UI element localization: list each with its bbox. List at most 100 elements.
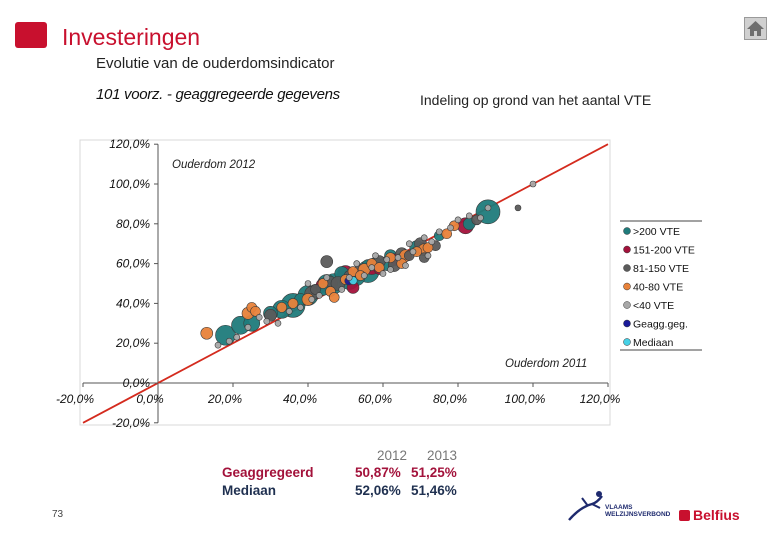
point-40-80-vte <box>276 302 288 313</box>
y-tick-label: 80,0% <box>116 217 150 231</box>
page-number: 73 <box>52 509 64 520</box>
point-40-80-vte <box>250 306 261 317</box>
point-40-80-vte <box>317 278 329 289</box>
point-40-vte <box>360 272 368 279</box>
point-40-vte <box>315 292 323 299</box>
point-40-vte <box>274 319 282 327</box>
x-tick-label: 120,0% <box>580 392 621 406</box>
x-tick-label: 100,0% <box>505 392 546 406</box>
chart-heading: 101 voorz. - geaggregeerde gegevens <box>96 86 340 103</box>
stats-year-1: 2012 <box>377 448 408 463</box>
point-40-vte <box>338 286 346 293</box>
point-40-vte <box>345 274 353 281</box>
legend-label: >200 VTE <box>633 226 680 238</box>
point-40-vte <box>353 260 361 267</box>
point-40-vte <box>244 323 252 331</box>
grouping-note: Indeling op grond van het aantal VTE <box>420 92 652 108</box>
legend-label: 81-150 VTE <box>633 263 689 275</box>
vvsg-line-1: VLAAMS <box>605 504 633 511</box>
point-40-vte <box>379 270 387 277</box>
legend-swatch <box>623 227 631 235</box>
legend-label: 40-80 VTE <box>633 282 683 294</box>
vvsg-wordmark: VLAAMS WELZIJNSVERBOND <box>605 504 670 518</box>
point-40-vte <box>308 296 316 303</box>
legend-swatch <box>623 338 631 346</box>
stats-row-label: Geaggregeerd <box>222 465 314 480</box>
title-accent-block <box>15 22 47 48</box>
point-40-vte <box>255 314 263 321</box>
point-40-vte <box>297 304 304 311</box>
point-40-vte <box>424 252 432 259</box>
point-40-vte <box>285 308 293 315</box>
point-40-vte <box>477 214 484 222</box>
point-40-vte <box>372 252 379 259</box>
x-tick-label: 0,0% <box>136 392 164 406</box>
point-40-vte <box>484 204 492 212</box>
point-40-vte <box>454 216 462 224</box>
y-tick-label: 20,0% <box>115 336 150 350</box>
point-40-vte <box>323 274 331 281</box>
home-icon[interactable] <box>744 17 767 40</box>
y-tick-label: 120,0% <box>109 137 150 151</box>
y-axis-label: Ouderdom 2012 <box>172 159 256 171</box>
y-tick-label: 0,0% <box>123 376 151 390</box>
point-40-80-vte <box>328 292 340 303</box>
point-40-vte <box>387 266 394 273</box>
stats-value-2012: 50,87% <box>355 465 401 480</box>
legend-swatch <box>623 245 631 254</box>
point-40-vte <box>435 228 443 236</box>
legend-label: Geagg.geg. <box>633 319 688 331</box>
legend: >200 VTE 151-200 VTE 81-150 VTE 40-80 VTE <4… <box>620 220 702 351</box>
point-40-vte <box>233 333 241 341</box>
y-tick-label: 40,0% <box>116 296 150 310</box>
y-tick-label: 100,0% <box>109 177 150 191</box>
point-40-vte <box>394 254 402 261</box>
legend-label: <40 VTE <box>633 300 674 312</box>
point-81-150-vte <box>320 255 334 268</box>
point-40-vte <box>383 256 391 263</box>
stats-row-label: Mediaan <box>222 483 277 498</box>
point-40-vte <box>409 248 417 255</box>
y-tick-label: 60,0% <box>116 257 150 271</box>
point-40-vte <box>368 264 376 271</box>
legend-swatch <box>623 301 631 309</box>
legend-swatch <box>623 282 631 291</box>
page-title: Investeringen <box>62 24 201 50</box>
point-40-vte <box>420 234 428 242</box>
x-tick-label: 40,0% <box>283 392 317 406</box>
x-tick-label: 60,0% <box>358 392 392 406</box>
point-81-150-vte <box>310 284 321 295</box>
x-tick-label: 20,0% <box>207 392 242 406</box>
point-40-vte <box>214 341 222 349</box>
legend-swatch <box>623 319 631 328</box>
point-40-vte <box>225 337 233 345</box>
belfius-wordmark: Belfius <box>693 507 740 523</box>
stats-value-2012: 52,06% <box>355 483 401 498</box>
point-40-vte <box>402 262 409 269</box>
page-subtitle: Evolutie van de ouderdomsindicator <box>96 55 335 72</box>
point-40-vte <box>405 240 413 247</box>
vvsg-logo <box>568 491 603 521</box>
point-40-80-vte <box>287 298 299 309</box>
point-40-vte <box>447 224 454 232</box>
point-40-vte <box>263 318 271 325</box>
point-81-150-vte <box>514 204 522 212</box>
belfius-mark-icon <box>679 510 690 521</box>
x-tick-label: 80,0% <box>433 392 467 406</box>
legend-label: 151-200 VTE <box>633 245 695 257</box>
point-40-vte <box>428 238 436 246</box>
stats-value-2013: 51,46% <box>411 483 457 498</box>
point-40-80-vte <box>200 326 214 340</box>
y-tick-label: -20,0% <box>112 416 150 430</box>
stats-year-2: 2013 <box>427 448 458 463</box>
point-40-vte <box>465 212 473 220</box>
stats-value-2013: 51,25% <box>411 465 457 480</box>
x-tick-label: -20,0% <box>56 392 94 406</box>
belfius-logo: Belfius <box>679 507 740 523</box>
x-axis-label: Ouderdom 2011 <box>505 358 587 370</box>
point-40-vte <box>529 180 537 188</box>
legend-label: Mediaan <box>633 337 673 349</box>
point-40-vte <box>304 280 312 287</box>
vvsg-line-2: WELZIJNSVERBOND <box>605 511 671 518</box>
